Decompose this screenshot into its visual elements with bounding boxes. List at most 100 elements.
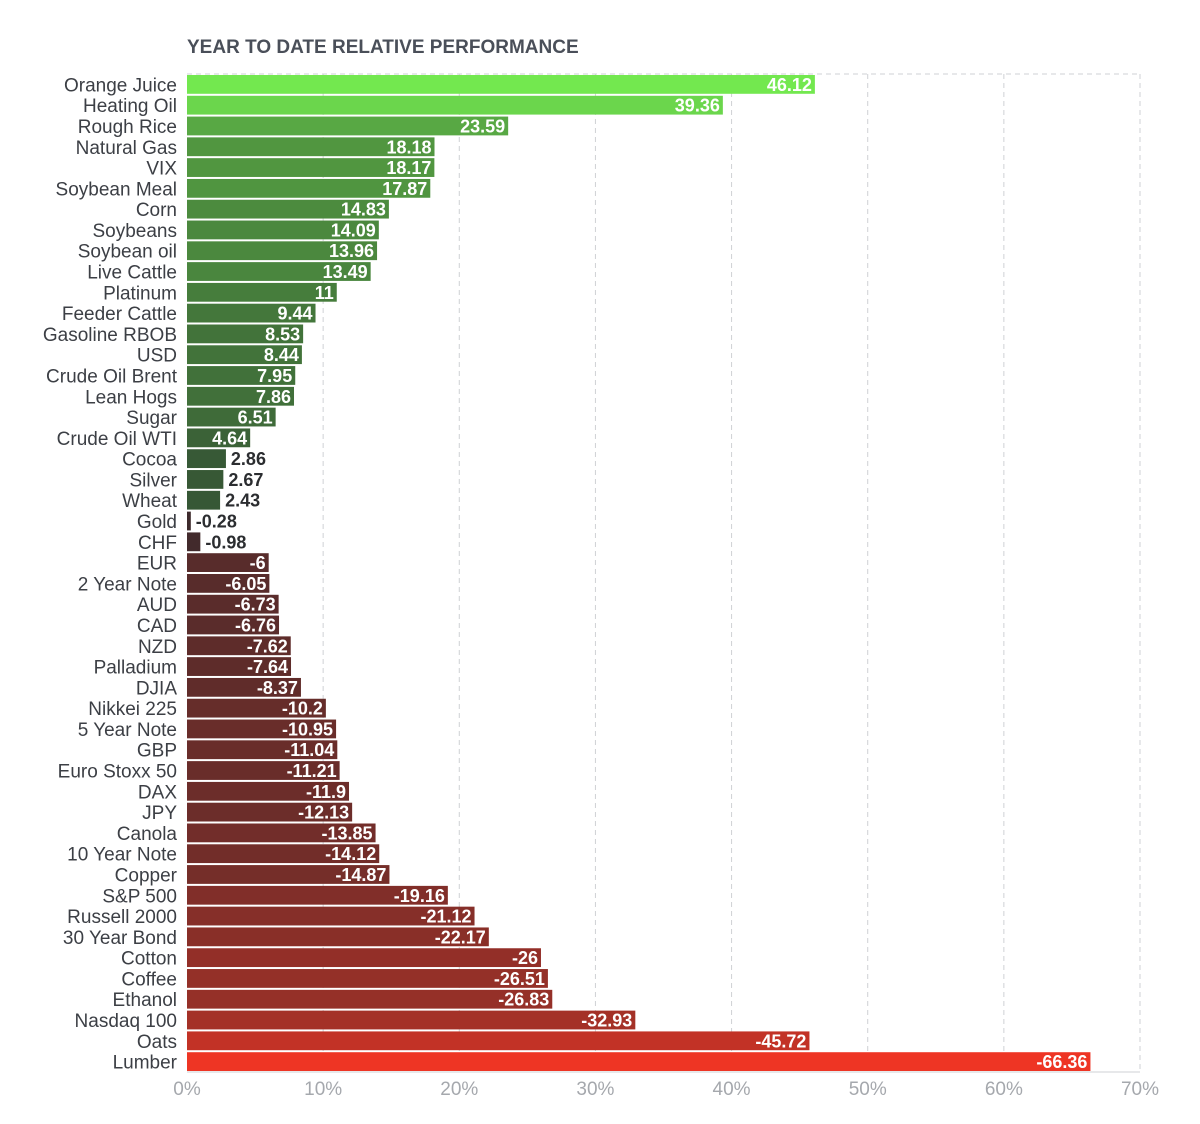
- category-label: NZD: [138, 637, 177, 658]
- category-label: Nasdaq 100: [75, 1011, 177, 1032]
- category-label: Silver: [129, 470, 177, 491]
- data-label: -26.51: [494, 969, 545, 989]
- category-label: Canola: [117, 824, 178, 845]
- category-label: Gasoline RBOB: [43, 325, 177, 346]
- data-label: 13.96: [329, 241, 374, 261]
- data-label: 11: [315, 283, 334, 303]
- category-label: Lumber: [113, 1053, 178, 1074]
- bar: [187, 1031, 810, 1051]
- data-label: 18.18: [386, 137, 431, 157]
- data-label: -11.04: [284, 740, 334, 760]
- bar: [187, 303, 316, 323]
- data-label: 14.09: [331, 220, 376, 240]
- bar: [187, 823, 376, 843]
- bar: [187, 927, 489, 947]
- category-label: Russell 2000: [67, 907, 177, 928]
- data-label: -0.28: [196, 512, 237, 532]
- category-label: Live Cattle: [87, 263, 177, 284]
- data-label: 46.12: [767, 75, 812, 95]
- bar: [187, 865, 390, 884]
- x-tick-label: 50%: [849, 1079, 887, 1100]
- category-label: 2 Year Note: [78, 574, 177, 595]
- data-label: -7.64: [247, 657, 288, 677]
- bar: [187, 490, 221, 510]
- data-label: 8.44: [264, 345, 299, 365]
- bar: [187, 1010, 636, 1030]
- category-label: 5 Year Note: [78, 720, 177, 741]
- data-label: -6.05: [225, 574, 266, 594]
- bar-layer: [187, 75, 1091, 1071]
- bar: [187, 677, 301, 697]
- data-label: -0.98: [205, 532, 246, 552]
- bar: [187, 615, 280, 635]
- data-label: -10.2: [282, 699, 323, 719]
- category-label: Oats: [137, 1032, 177, 1053]
- category-label: Sugar: [126, 408, 177, 429]
- bar: [187, 407, 276, 427]
- bar: [187, 844, 380, 864]
- data-label: -26: [512, 948, 538, 968]
- bar: [187, 969, 548, 988]
- category-label: Crude Oil WTI: [57, 429, 177, 450]
- data-label: -45.72: [755, 1031, 806, 1051]
- data-label: -26.83: [498, 990, 549, 1010]
- category-label: Natural Gas: [76, 138, 177, 159]
- category-label: Corn: [136, 200, 177, 221]
- category-label: Gold: [137, 512, 177, 533]
- data-label: 39.36: [675, 96, 720, 116]
- data-label: 7.95: [257, 366, 292, 386]
- bar: [187, 137, 435, 157]
- category-label: AUD: [137, 595, 177, 616]
- bar: [187, 241, 378, 261]
- data-label: 2.86: [231, 449, 266, 469]
- bar: [187, 158, 435, 177]
- x-tick-label: 60%: [985, 1079, 1023, 1100]
- bar: [187, 657, 292, 676]
- category-label: Lean Hogs: [85, 387, 177, 408]
- bar: [187, 532, 201, 552]
- data-label: 7.86: [256, 387, 291, 407]
- bar: [187, 885, 448, 905]
- category-label: Feeder Cattle: [62, 304, 177, 325]
- bar: [187, 116, 509, 136]
- bar: [187, 1052, 1091, 1071]
- x-tick-label: 20%: [440, 1079, 478, 1100]
- data-label: -22.17: [435, 927, 486, 947]
- category-label: DJIA: [136, 678, 178, 699]
- category-label: GBP: [137, 741, 177, 762]
- data-label: 2.67: [228, 470, 263, 490]
- data-label: -14.12: [325, 844, 376, 864]
- bar: [187, 366, 296, 385]
- data-label: 4.64: [212, 428, 247, 448]
- category-label: S&P 500: [102, 886, 177, 907]
- x-tick-label: 10%: [304, 1079, 342, 1100]
- data-label: -14.87: [335, 865, 386, 885]
- bar: [187, 698, 326, 718]
- data-label: -12.13: [298, 803, 349, 823]
- data-label: -21.12: [420, 907, 471, 927]
- x-tick-label: 70%: [1121, 1079, 1159, 1100]
- bar: [187, 386, 295, 406]
- bar: [187, 636, 291, 656]
- bar: [187, 781, 350, 801]
- bar: [187, 262, 371, 281]
- bar: [187, 553, 269, 572]
- category-label: DAX: [138, 782, 177, 803]
- grid-layer: [187, 73, 1141, 1072]
- category-label: Soybean Meal: [56, 179, 177, 200]
- data-label: -19.16: [394, 886, 445, 906]
- bar: [187, 906, 475, 926]
- bar: [187, 511, 191, 531]
- data-label: -10.95: [282, 719, 333, 739]
- bar: [187, 324, 304, 344]
- category-label: JPY: [142, 803, 177, 824]
- category-label: Crude Oil Brent: [46, 366, 178, 387]
- bar: [187, 594, 279, 614]
- x-tick-label: 0%: [173, 1079, 201, 1100]
- data-label: 17.87: [382, 179, 427, 199]
- category-label: CHF: [138, 533, 177, 554]
- bar: [187, 948, 541, 968]
- category-label: Coffee: [121, 969, 177, 990]
- data-label: -32.93: [581, 1011, 632, 1031]
